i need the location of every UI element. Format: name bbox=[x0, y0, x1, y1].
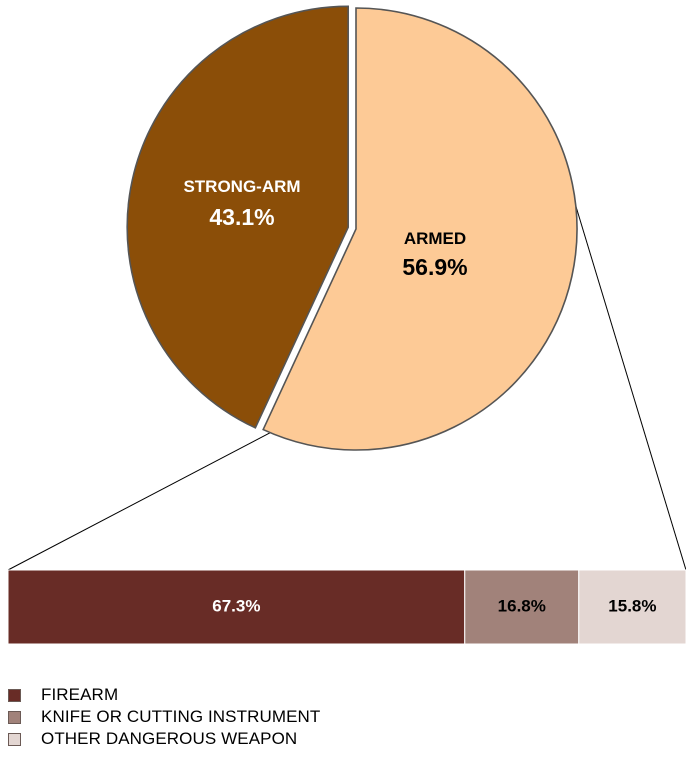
legend-label-firearm: FIREARM bbox=[41, 685, 119, 704]
bar-segment-firearm bbox=[7, 569, 466, 645]
pie-chart: STRONG-ARM 43.1% ARMED 56.9% bbox=[126, 5, 578, 451]
pie-label-armed: ARMED bbox=[404, 229, 466, 248]
legend-swatch-firearm bbox=[8, 688, 21, 702]
bar-segment-knife-or-cutting-instrument bbox=[464, 569, 580, 645]
connector-lines bbox=[7, 205, 686, 571]
legend-item-firearm: FIREARM bbox=[8, 684, 320, 706]
bar-segment-other-dangerous-weapon bbox=[578, 569, 686, 645]
pie-slice-armed bbox=[262, 7, 578, 451]
pie-value-strong-arm: 43.1% bbox=[209, 204, 274, 230]
legend-item-other: OTHER DANGEROUS WEAPON bbox=[8, 728, 320, 750]
bar-label-other-dangerous-weapon: 15.8% bbox=[608, 596, 656, 615]
legend-label-knife: KNIFE OR CUTTING INSTRUMENT bbox=[41, 707, 321, 726]
bar-label-firearm: 67.3% bbox=[212, 596, 260, 615]
legend-swatch-knife bbox=[8, 710, 21, 724]
legend-label-other: OTHER DANGEROUS WEAPON bbox=[41, 729, 298, 748]
connector-line-left bbox=[7, 432, 271, 571]
pie-value-armed: 56.9% bbox=[402, 254, 467, 280]
bar-label-knife-or-cutting-instrument: 16.8% bbox=[498, 596, 546, 615]
connector-line-right bbox=[575, 205, 686, 571]
pie-label-strong-arm: STRONG-ARM bbox=[183, 177, 300, 196]
pie-slice-strong-arm bbox=[126, 5, 349, 429]
legend: FIREARM KNIFE OR CUTTING INSTRUMENT OTHE… bbox=[8, 684, 320, 750]
legend-item-knife: KNIFE OR CUTTING INSTRUMENT bbox=[8, 706, 320, 728]
stacked-bar: 67.3% 16.8% 15.8% bbox=[7, 569, 686, 645]
legend-swatch-other bbox=[8, 732, 21, 746]
